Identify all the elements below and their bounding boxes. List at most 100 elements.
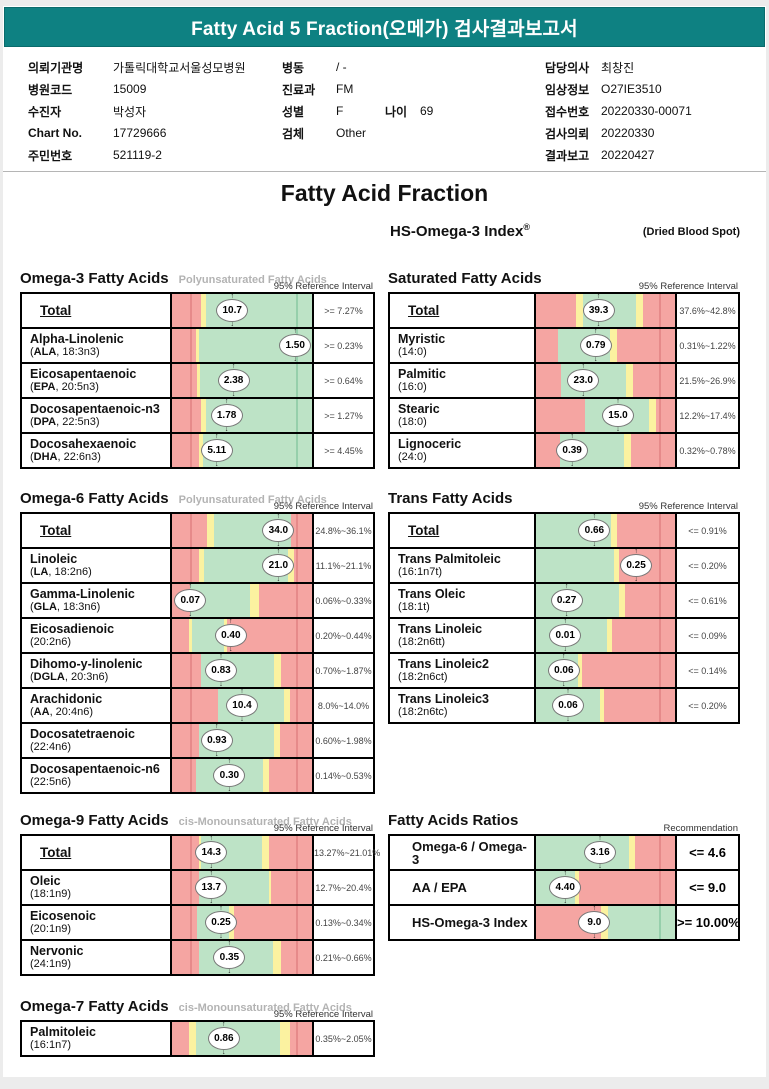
gauge-zone-red [581, 654, 675, 687]
analyte-label-cell: Eicosapentaenoic (EPA, 20:5n3) [22, 364, 172, 397]
value-marker: ↑ 2.38 ↓ [217, 364, 250, 397]
value-marker: ↑ 34.0 ↓ [262, 514, 295, 547]
reference-interval-value: 0.32%~0.78% [679, 445, 736, 456]
marker-down-arrow: ↓ [231, 391, 236, 397]
value-marker: ↑ 0.66 ↓ [578, 514, 611, 547]
patient-field-label: 주민번호 [28, 148, 73, 163]
gauge-zone-yellow [201, 399, 206, 432]
marker-down-arrow: ↓ [224, 426, 229, 432]
table-row: Total ↑ 0.66 ↓ <= 0.91% [390, 514, 738, 549]
marker-up-arrow: ↑ [231, 364, 236, 370]
reference-interval-label: 95% Reference Interval [638, 281, 738, 292]
gauge-tick [295, 584, 298, 617]
gauge-zone-yellow [201, 294, 206, 327]
gauge-tick [659, 294, 661, 327]
gauge-zone-red [233, 906, 312, 939]
reference-interval-label: 95% Reference Interval [273, 501, 373, 512]
analyte-label-cell: Dihomo-y-linolenic (DGLA, 20:3n6) [22, 654, 172, 687]
value-marker: ↑ 0.06 ↓ [551, 689, 584, 722]
gauge-zone-red [536, 399, 585, 432]
analyte-name: Palmitic [398, 366, 446, 381]
reference-gauge: ↑ 0.01 ↓ [536, 619, 677, 652]
analyte-label-cell: Eicosadienoic (20:2n6) [22, 619, 172, 652]
gauge-zone-yellow [188, 1022, 196, 1055]
gauge-tick [659, 654, 661, 687]
patient-field-label: 결과보고 [545, 148, 590, 163]
value-bubble: 0.83 [205, 659, 237, 682]
marker-down-arrow: ↓ [227, 786, 232, 792]
gauge-zone-yellow [599, 689, 605, 722]
analyte-code: (LA, 18:2n6) [30, 565, 92, 578]
analyte-name: Total [40, 303, 72, 318]
reference-gauge: ↑ 9.0 ↓ [536, 906, 677, 939]
analyte-label-cell: Eicosenoic (20:1n9) [22, 906, 172, 939]
patient-info-row: 결과보고 20220427 [545, 144, 763, 166]
marker-up-arrow: ↑ [227, 941, 232, 947]
reference-gauge: ↑ 0.93 ↓ [172, 724, 314, 757]
marker-up-arrow: ↑ [219, 654, 223, 660]
marker-down-arrow: ↓ [566, 716, 570, 722]
gauge-tick [659, 549, 661, 582]
value-bubble: 15.0 [602, 404, 634, 427]
analyte-name: Alpha-Linolenic [30, 331, 124, 346]
analyte-label-cell: Alpha-Linolenic (ALA, 18:3n3) [22, 329, 172, 362]
value-marker: ↑ 14.3 ↓ [195, 836, 228, 869]
gauge-zones [172, 434, 312, 467]
patient-info-column-mid: 병동 / - 진료과 FM 성별 F 나이 69 검체 Other [282, 56, 522, 144]
patient-field-label: 검체 [282, 126, 305, 141]
patient-info-row: 담당의사 최창진 [545, 56, 763, 78]
analyte-code: (22:4n6) [30, 740, 71, 753]
patient-field-label: 수진자 [28, 104, 62, 119]
hs-omega3-index-label: HS-Omega-3 Index® [390, 222, 531, 240]
analyte-name: Arachidonic [30, 691, 103, 706]
marker-down-arrow: ↓ [581, 391, 586, 397]
gauge-tick [189, 514, 192, 547]
marker-up-arrow: ↑ [592, 514, 597, 520]
reference-gauge: ↑ 10.7 ↓ [172, 294, 314, 327]
reference-interval-value: 0.06%~0.33% [315, 595, 372, 606]
gauge-zone-red [172, 329, 196, 362]
analyte-label-cell: Myristic (14:0) [390, 329, 536, 362]
gauge-tick [659, 329, 661, 362]
report-page: Fatty Acid 5 Fraction(오메가) 검사결과보고서 의뢰기관명… [3, 6, 766, 1077]
reference-gauge: ↑ 15.0 ↓ [536, 399, 677, 432]
reference-interval-value: 0.21%~0.66% [315, 952, 372, 963]
table-row: Trans Linoleic2 (18:2n6ct) ↑ 0.06 ↓ <= 0.14% [390, 654, 738, 689]
reference-interval-value: 0.20%~0.44% [315, 630, 372, 641]
gauge-tick [295, 871, 298, 904]
marker-up-arrow: ↑ [616, 399, 620, 405]
marker-down-arrow: ↓ [276, 541, 281, 547]
gauge-tick [189, 549, 192, 582]
analyte-name: Docosahexaenoic [30, 436, 137, 451]
value-bubble: 0.25 [205, 911, 237, 934]
gauge-tick [659, 906, 661, 939]
results-table: Total ↑ 10.7 ↓ >= 7.27% Alpha-Linolenic (ALA, … [20, 292, 375, 469]
analyte-name: Nervonic [30, 943, 84, 958]
gauge-tick [295, 549, 298, 582]
patient-field-label: 성별 [282, 104, 305, 119]
value-bubble: 1.50 [279, 334, 312, 357]
patient-info-row: 검사의뢰 20220330 [545, 122, 763, 144]
reference-gauge: ↑ 10.4 ↓ [172, 689, 314, 722]
patient-info-row: 병동 / - [282, 56, 522, 78]
value-bubble: 0.06 [551, 694, 584, 717]
section-fatty-acids-ratios: Fatty Acids Ratios Recommendation Omega-6 … [388, 812, 740, 941]
marker-down-arrow: ↓ [215, 461, 219, 467]
gauge-tick [295, 836, 298, 869]
analyte-name: Eicosadienoic [30, 621, 115, 636]
table-row: Total ↑ 34.0 ↓ 24.8%~36.1% [22, 514, 373, 549]
reference-gauge: ↑ 5.11 ↓ [172, 434, 314, 467]
analyte-name: Palmitoleic [30, 1024, 96, 1039]
patient-field-label: 임상정보 [545, 82, 590, 97]
marker-up-arrow: ↑ [563, 871, 567, 877]
value-bubble: 0.66 [578, 519, 611, 542]
gauge-zone-yellow [195, 329, 199, 362]
value-bubble: 21.0 [262, 554, 295, 577]
section-subtitle: Polyunsaturated Fatty Acids [178, 494, 327, 506]
marker-up-arrow: ↑ [215, 724, 219, 730]
gauge-zone-yellow [268, 871, 272, 904]
reference-interval-value: 0.70%~1.87% [315, 665, 372, 676]
table-row: Palmitic (16:0) ↑ 23.0 ↓ 21.5%~26.9% [390, 364, 738, 399]
gauge-zone-yellow [198, 434, 203, 467]
results-table: Palmitoleic (16:1n7) ↑ 0.86 ↓ 0.35%~2.05% [20, 1020, 375, 1057]
